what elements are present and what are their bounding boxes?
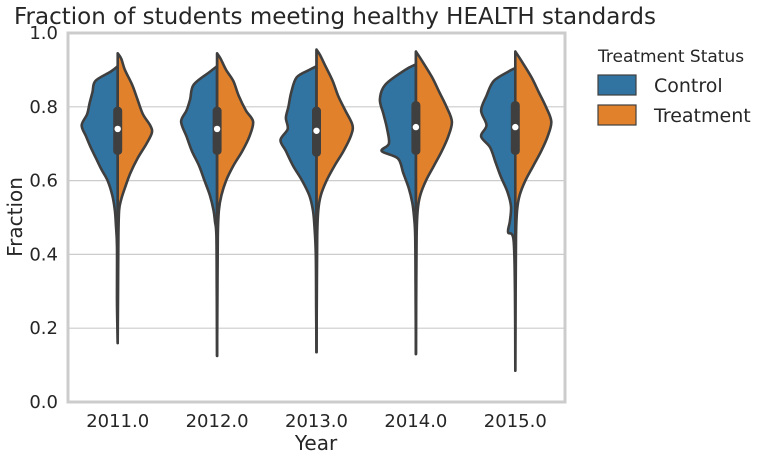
plot-area: 0.0 0.2 0.4 0.6 0.8 1.0 2011.0 2012.0 2013.0 2014… <box>29 23 567 432</box>
y-tick-label: 0.0 <box>29 392 58 413</box>
violin-half-control <box>279 64 318 354</box>
violin-median-marker <box>313 127 320 134</box>
y-tick-label: 0.6 <box>29 171 58 192</box>
legend-title: Treatment Status <box>597 47 744 67</box>
y-axis-label: Fraction <box>3 177 27 257</box>
x-tick-label: 2013.0 <box>285 411 348 432</box>
y-tick-label: 1.0 <box>29 23 58 44</box>
chart-title: Fraction of students meeting healthy HEA… <box>14 4 656 30</box>
y-tick-label: 0.4 <box>29 244 58 265</box>
y-tick-label: 0.8 <box>29 97 58 118</box>
x-tick-label: 2014.0 <box>384 411 447 432</box>
violin-group-2012-0 <box>179 51 255 358</box>
violin-group-2015-0 <box>479 50 553 372</box>
legend-label-control: Control <box>654 75 723 97</box>
violin-half-control <box>80 64 119 345</box>
violin-half-control <box>479 66 517 372</box>
violin-median-marker <box>114 125 121 133</box>
violin-median-marker <box>512 123 519 131</box>
violin-group-2013-0 <box>279 48 355 354</box>
x-axis-label: Year <box>294 431 338 455</box>
legend-swatch-control <box>597 74 637 96</box>
legend-label-treatment: Treatment <box>653 105 751 127</box>
plot-frame <box>66 31 567 404</box>
legend-swatch-treatment <box>597 104 637 126</box>
y-tick-label: 0.2 <box>29 318 58 339</box>
violin-group-2014-0 <box>378 50 454 356</box>
violin-median-marker <box>412 123 420 131</box>
x-tick-label: 2012.0 <box>186 411 249 432</box>
x-tick-label: 2011.0 <box>86 411 149 432</box>
violin-group-2011-0 <box>80 51 154 345</box>
x-tick-label: 2015.0 <box>484 411 547 432</box>
legend: Treatment Status Control Treatment <box>597 47 751 127</box>
violin-median-marker <box>213 125 221 133</box>
